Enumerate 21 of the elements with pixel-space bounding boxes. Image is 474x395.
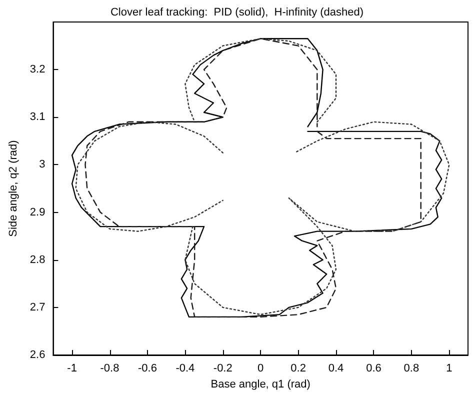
x-tick-label: -0.6 (138, 362, 157, 374)
x-axis-title: Base angle, q1 (rad) (210, 378, 310, 390)
y-tick-label: 3.2 (30, 64, 46, 76)
x-tick-label: -0.2 (213, 362, 232, 374)
y-tick-label: 2.8 (30, 254, 46, 266)
x-tick-label: -0.4 (176, 362, 195, 374)
y-tick-label: 2.6 (30, 349, 46, 361)
y-tick-label: 3 (39, 158, 46, 171)
y-tick-label: 2.9 (30, 206, 46, 218)
y-tick-label: 3.1 (30, 111, 46, 124)
x-tick-label: 0.8 (404, 362, 420, 374)
x-tick-label: 0.2 (290, 362, 306, 374)
y-axis-title: Side angle, q2 (rad) (8, 140, 20, 237)
x-tick-label: 0.6 (366, 362, 382, 374)
x-tick-label: -0.8 (100, 362, 120, 374)
x-tick-label: 1 (446, 362, 452, 374)
x-tick-label: 0 (258, 362, 264, 374)
y-tick-label: 2.7 (30, 301, 46, 314)
x-tick-label: 0.4 (328, 362, 344, 374)
chart-title: Clover leaf tracking: PID (solid), H-infinity (dashed) (110, 6, 364, 18)
x-tick-label: -1 (67, 362, 77, 374)
